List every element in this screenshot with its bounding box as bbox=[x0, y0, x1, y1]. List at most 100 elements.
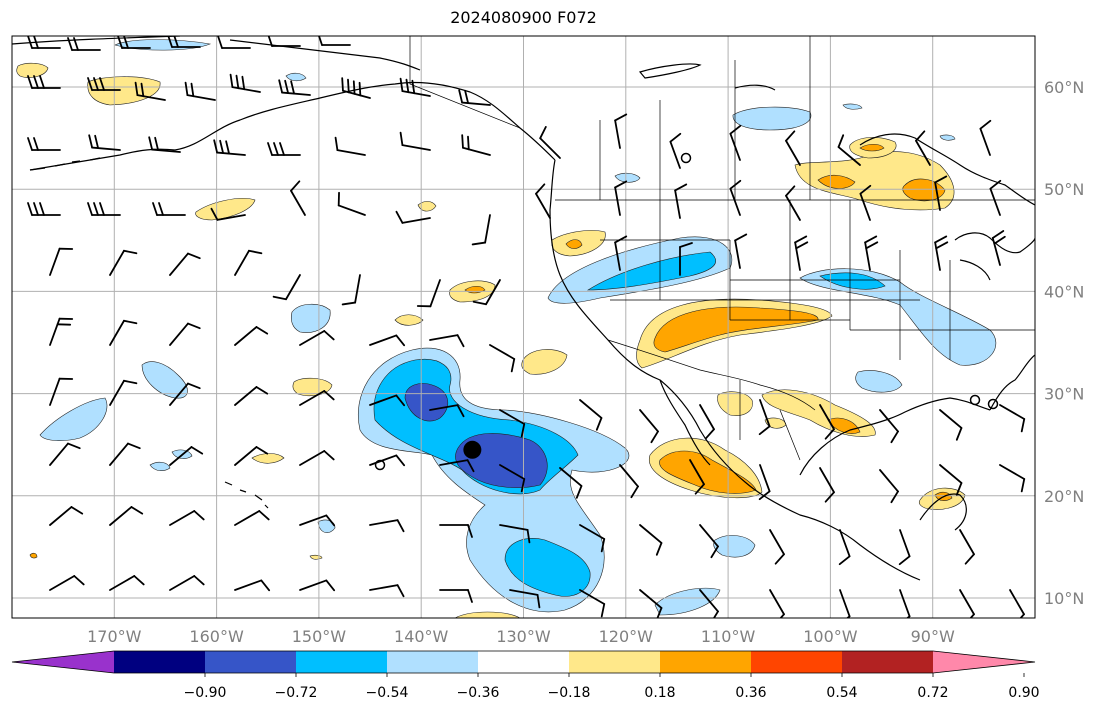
wind-barb-27 bbox=[152, 202, 186, 216]
lon-label-0: 170°W bbox=[87, 627, 142, 646]
wind-barb-26 bbox=[87, 202, 121, 216]
wind-barb-81 bbox=[699, 404, 715, 440]
pos-pacific-2 bbox=[521, 349, 568, 375]
colorbar-label-8: 0.72 bbox=[917, 685, 948, 701]
pos-pacific-4 bbox=[394, 314, 424, 326]
canadian-provinces bbox=[599, 36, 811, 200]
pos-pacific-5 bbox=[417, 201, 437, 212]
colorbar-label-5: 0.18 bbox=[644, 685, 675, 701]
neg-patch-8 bbox=[317, 519, 336, 533]
wind-barb-8 bbox=[87, 77, 121, 91]
wind-barb-42 bbox=[109, 249, 138, 276]
wind-barb-65 bbox=[679, 242, 693, 276]
wind-barb-119 bbox=[109, 575, 145, 591]
colorbar-label-4: −0.18 bbox=[548, 685, 591, 701]
wind-barb-47 bbox=[416, 279, 441, 308]
wind-barb-112 bbox=[639, 524, 663, 556]
colorbar-segment-6 bbox=[660, 651, 752, 673]
wind-barb-50 bbox=[674, 183, 688, 219]
wind-barb-113 bbox=[699, 524, 719, 559]
wind-barb-3 bbox=[167, 36, 201, 48]
wind-barb-131 bbox=[898, 589, 911, 618]
wind-barb-14 bbox=[399, 77, 431, 97]
wind-barb-93 bbox=[439, 459, 475, 473]
wind-barb-80 bbox=[639, 409, 659, 444]
wind-barb-110 bbox=[499, 524, 531, 544]
wind-barb-130 bbox=[838, 589, 851, 618]
pos-tiny-1 bbox=[309, 554, 323, 560]
wind-barb-69 bbox=[934, 235, 949, 271]
neg-patch-2 bbox=[290, 303, 331, 333]
wind-barb-18 bbox=[148, 136, 181, 153]
wind-barb-55 bbox=[989, 179, 1002, 216]
neg-patch-6 bbox=[614, 172, 641, 183]
wind-barb-86 bbox=[999, 404, 1026, 433]
wind-barb-90 bbox=[234, 446, 269, 466]
wind-barb-132 bbox=[959, 589, 975, 618]
wind-barb-11 bbox=[229, 73, 261, 93]
pos-gulf-patch bbox=[717, 391, 753, 416]
wind-barb-108 bbox=[369, 519, 405, 533]
wind-barb-53 bbox=[859, 184, 872, 221]
lon-label-5: 120°W bbox=[599, 627, 654, 646]
wind-barb-128 bbox=[699, 589, 719, 618]
wind-barb-95 bbox=[559, 467, 583, 499]
colorbar-segment-1 bbox=[205, 651, 297, 673]
mexico-states bbox=[739, 380, 801, 461]
wind-barb-76 bbox=[369, 394, 406, 407]
colorbar-segment-5 bbox=[569, 651, 661, 673]
west-coast-na bbox=[549, 159, 921, 581]
wind-barb-58 bbox=[169, 322, 201, 346]
aleutian-chain bbox=[29, 157, 101, 171]
wind-barb-107 bbox=[299, 514, 336, 527]
wind-barb-61 bbox=[369, 334, 406, 347]
wind-barb-114 bbox=[769, 529, 785, 565]
wind-barb-52 bbox=[785, 185, 801, 221]
wind-barb-129 bbox=[769, 589, 785, 618]
lat-label-1: 50°N bbox=[1044, 180, 1084, 199]
wind-barb-123 bbox=[369, 584, 405, 598]
wind-barb-37 bbox=[785, 130, 801, 166]
alaska-canada-border bbox=[409, 36, 521, 129]
wind-barb-19 bbox=[213, 139, 246, 156]
pos-california-core bbox=[565, 239, 583, 249]
wind-barb-35 bbox=[669, 132, 682, 169]
colorbar: −0.90 −0.72 −0.54 −0.36 −0.18 0.18 0.36 0.54 0.7… bbox=[11, 650, 1040, 701]
wind-barb-74 bbox=[234, 386, 269, 406]
wind-barb-79 bbox=[579, 399, 603, 431]
wind-barb-48 bbox=[472, 279, 501, 306]
map-frame bbox=[11, 35, 1036, 619]
yucatan bbox=[919, 493, 967, 531]
wind-barb-89 bbox=[169, 446, 204, 466]
wind-barb-59 bbox=[234, 326, 269, 346]
wind-barb-21 bbox=[334, 136, 366, 156]
lon-label-6: 110°W bbox=[701, 627, 756, 646]
wind-barb-92 bbox=[369, 454, 406, 467]
wind-barb-17 bbox=[88, 134, 121, 151]
pos-pacific-6 bbox=[195, 198, 256, 221]
wind-barb-99 bbox=[819, 467, 835, 503]
wind-barb-45 bbox=[272, 274, 301, 301]
wind-barb-70 bbox=[991, 230, 1006, 266]
wind-barb-101 bbox=[939, 464, 963, 496]
pos-alaska-far-w bbox=[16, 62, 49, 78]
arctic-islands bbox=[638, 63, 776, 91]
alaska-north-coast bbox=[12, 36, 421, 71]
wind-barb-73 bbox=[169, 382, 201, 406]
pos-pacific-7 bbox=[251, 453, 285, 464]
wind-barb-71 bbox=[49, 377, 74, 406]
wind-barb-39 bbox=[915, 130, 931, 166]
neg-contour-inner-a bbox=[404, 383, 448, 422]
colorbar-label-6: 0.36 bbox=[735, 685, 766, 701]
longitude-labels: 170°W 160°W 150°W 140°W 130°W 120°W 110°W 100°W… bbox=[87, 627, 955, 646]
wind-barb-46 bbox=[341, 274, 361, 306]
neg-band-west-core bbox=[586, 251, 716, 291]
pos-band-southwest-core bbox=[653, 306, 819, 353]
map-gridlines bbox=[12, 36, 1035, 618]
neg-patch-13 bbox=[939, 134, 956, 141]
wind-barb-44 bbox=[234, 249, 263, 276]
wind-barb-83 bbox=[819, 404, 835, 440]
florida bbox=[989, 354, 1035, 411]
storm-center-marker bbox=[463, 440, 482, 459]
wind-barb-68 bbox=[864, 235, 879, 271]
